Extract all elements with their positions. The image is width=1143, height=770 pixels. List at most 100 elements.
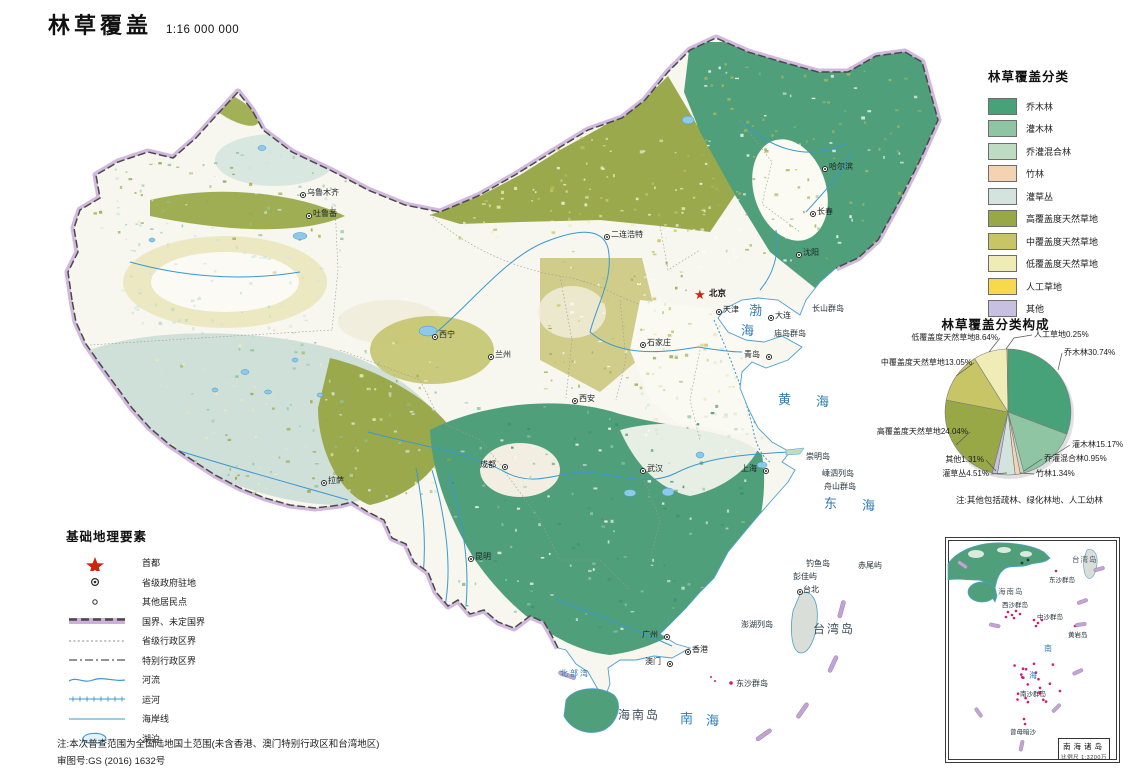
geo-legend-item: 运河 xyxy=(66,690,296,710)
hainan-island xyxy=(563,688,619,733)
legend-swatch xyxy=(988,187,1017,205)
province-seat-icon xyxy=(91,578,100,587)
geo-legend-item: 国界、未定国界 xyxy=(66,612,296,632)
page-title: 林草覆盖 xyxy=(48,13,153,38)
national-boundary xyxy=(67,37,939,649)
pie-slice xyxy=(1007,411,1068,474)
legend-item-label: 其他 xyxy=(1026,304,1045,315)
geo-legend-item: 首都 xyxy=(66,553,296,573)
cover-legend-items: 乔木林灌木林乔灌混合林竹林灌草丛高覆盖度天然草地 中覆盖度天然草地低覆盖度天然草地… xyxy=(988,95,1138,320)
map-scale: 1:16 000 000 xyxy=(166,24,240,36)
legend-item-label: 灌草丛 xyxy=(1026,191,1054,202)
footnotes: 注:本次普查范围为全国陆地国土范围(未含香港、澳门特别行政区和台湾地区) 审图号… xyxy=(57,736,379,770)
geo-legend-symbol xyxy=(66,574,128,590)
capital-star-icon xyxy=(86,556,104,571)
geo-legend-item: 其他居民点 xyxy=(66,592,296,612)
pie-slice xyxy=(944,399,1009,474)
pie-slice-label: 低覆盖度天然草地8.64% xyxy=(911,333,998,342)
legend-item: 其他 xyxy=(988,298,1138,321)
legend-swatch xyxy=(988,277,1017,295)
geo-legend-title: 基础地理要素 xyxy=(66,530,148,544)
legend-swatch xyxy=(988,232,1017,250)
geo-legend-symbol xyxy=(66,633,128,649)
cover-legend-title: 林草覆盖分类 xyxy=(988,70,1070,84)
inset-title-box: 南海诸岛 比例尺 1:3200万 xyxy=(1058,738,1110,761)
canal-icon xyxy=(69,696,125,702)
inset-map xyxy=(947,542,1105,752)
header: 林草覆盖 1:16 000 000 xyxy=(48,8,239,40)
geo-legend-symbol xyxy=(66,691,128,707)
geo-legend-label: 海岸线 xyxy=(142,714,170,725)
legend-item: 乔木林 xyxy=(988,95,1138,118)
legend-swatch xyxy=(988,165,1017,183)
legend-item: 中覆盖度天然草地 xyxy=(988,230,1138,253)
geo-legend-symbol xyxy=(66,672,128,688)
geo-legend-item: 省级政府驻地 xyxy=(66,573,296,593)
islands xyxy=(563,447,818,733)
pie-slice-label: 高覆盖度天然草地24.04% xyxy=(876,427,968,436)
legend-swatch xyxy=(988,255,1017,273)
geo-legend-label: 河流 xyxy=(142,675,161,686)
pie-slice-label: 中覆盖度天然草地13.05% xyxy=(880,358,972,367)
pie-chart xyxy=(944,334,1074,479)
pie-slice-label: 其他1.31% xyxy=(945,455,984,464)
pie-slice xyxy=(1006,348,1009,413)
legend-swatch xyxy=(988,142,1017,160)
legend-item: 灌草丛 xyxy=(988,185,1138,208)
legend-swatch xyxy=(988,120,1017,138)
legend-swatch xyxy=(988,97,1017,115)
geo-legend-item: 省级行政区界 xyxy=(66,631,296,651)
pie-slice xyxy=(1007,348,1072,435)
legend-item-label: 高覆盖度天然草地 xyxy=(1026,214,1099,225)
legend-item: 人工草地 xyxy=(988,275,1138,298)
geo-legend-label: 湖泊 xyxy=(142,733,161,744)
geo-legend-symbol xyxy=(66,652,128,668)
geo-legend-symbol xyxy=(66,613,128,629)
pie-slice-label: 乔灌混合林0.95% xyxy=(1044,454,1107,463)
geo-legend: 基础地理要素 首都 省级政府驻地 其他居民点国界、未定国界 省级行政区界 特别行政区界河… xyxy=(66,526,296,748)
approval-number: 审图号:GS (2016) 1632号 xyxy=(57,756,166,767)
survey-note: 注:本次普查范围为全国陆地国土范围(未含香港、澳门特别行政区和台湾地区) xyxy=(57,739,380,750)
taiwan-island xyxy=(791,592,818,654)
pie-title: 林草覆盖分类构成 xyxy=(941,318,1050,332)
geo-legend-item: 特别行政区界 xyxy=(66,651,296,671)
legend-item: 乔灌混合林 xyxy=(988,140,1138,163)
legend-item-label: 乔木林 xyxy=(1026,101,1054,112)
pie-panel: 林草覆盖分类构成 乔木林30.74% 灌木林15.17% 乔灌混合林0.95% 竹林1… xyxy=(848,308,1143,520)
geo-legend-item: 湖泊 xyxy=(66,729,296,749)
geo-legend-symbol xyxy=(66,711,128,727)
rivers xyxy=(129,121,853,647)
coastline xyxy=(557,267,837,702)
geo-legend-symbol xyxy=(66,594,128,610)
legend-item-label: 中覆盖度天然草地 xyxy=(1026,236,1099,247)
legend-swatch xyxy=(988,300,1017,318)
legend-item-label: 灌木林 xyxy=(1026,124,1054,135)
legend-item-label: 人工草地 xyxy=(1026,281,1063,292)
geo-legend-label: 运河 xyxy=(142,694,161,705)
geo-legend-label: 国界、未定国界 xyxy=(142,616,206,627)
legend-item: 高覆盖度天然草地 xyxy=(988,208,1138,231)
geo-legend-item: 河流 xyxy=(66,670,296,690)
geo-legend-items: 首都 省级政府驻地 其他居民点国界、未定国界 省级行政区界 特别行政区界 河流运河海岸线湖… xyxy=(66,553,296,748)
legend-item-label: 竹林 xyxy=(1026,169,1045,180)
national-boundary-icon xyxy=(69,618,125,625)
pie-slice-label: 人工草地0.25% xyxy=(1034,330,1089,339)
pie-note: 注:其他包括疏林、绿化林地、人工幼林 xyxy=(956,495,1103,505)
pie-slice-label: 乔木林30.74% xyxy=(1064,348,1116,357)
legend-item: 低覆盖度天然草地 xyxy=(988,253,1138,276)
lakes xyxy=(148,115,768,497)
nine-dash-line xyxy=(558,600,846,742)
legend-item: 灌木林 xyxy=(988,118,1138,141)
legend-item: 竹林 xyxy=(988,163,1138,186)
legend-item-label: 乔灌混合林 xyxy=(1026,146,1072,157)
geo-legend-label: 省级行政区界 xyxy=(142,636,197,647)
geo-legend-symbol xyxy=(66,730,128,746)
legend-swatch xyxy=(988,210,1017,228)
pie-slice-label: 灌木林15.17% xyxy=(1072,440,1124,449)
geo-legend-label: 特别行政区界 xyxy=(142,655,197,666)
geo-legend-symbol xyxy=(66,555,128,571)
inset-title: 南海诸岛 xyxy=(1063,742,1105,751)
river-icon xyxy=(68,677,126,682)
